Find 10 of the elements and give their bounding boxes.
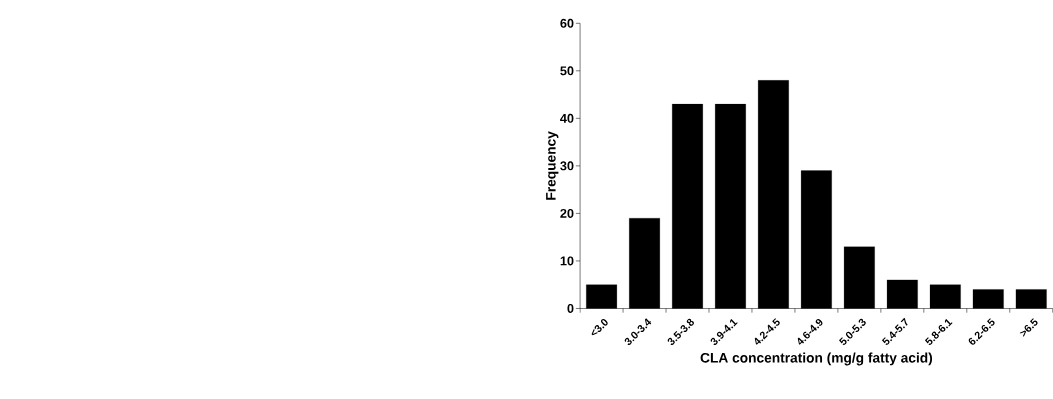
x-axis-title: CLA concentration (mg/g fatty acid) [700,352,933,366]
y-tick-label: 40 [560,113,574,123]
y-tick-label: 0 [567,303,574,313]
x-tick-label: <3.0 [591,318,608,336]
y-tick-label: 30 [560,161,574,171]
y-tick-label: 50 [560,66,574,76]
y-tick-label: 60 [560,18,574,28]
y-tick-label: 10 [560,256,574,266]
y-tick-label: 20 [560,208,574,218]
y-axis-title: Frequency [546,131,559,200]
